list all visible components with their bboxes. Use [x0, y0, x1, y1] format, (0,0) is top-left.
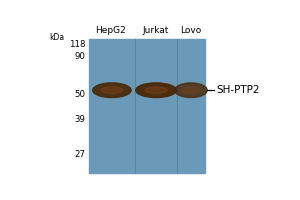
- Text: kDa: kDa: [50, 33, 65, 42]
- Ellipse shape: [136, 83, 176, 98]
- Text: HepG2: HepG2: [95, 26, 126, 35]
- Ellipse shape: [182, 87, 200, 94]
- Text: Jurkat: Jurkat: [143, 26, 169, 35]
- Bar: [89, 39, 205, 173]
- Text: SH-PTP2: SH-PTP2: [217, 85, 260, 95]
- Ellipse shape: [93, 83, 131, 98]
- Text: 90: 90: [74, 52, 85, 61]
- Text: 50: 50: [74, 90, 85, 99]
- Text: Lovo: Lovo: [180, 26, 202, 35]
- Text: 39: 39: [74, 115, 85, 124]
- Text: 27: 27: [74, 150, 85, 159]
- Ellipse shape: [175, 83, 207, 98]
- Ellipse shape: [101, 87, 122, 94]
- Ellipse shape: [145, 87, 167, 94]
- Text: 118: 118: [69, 40, 85, 49]
